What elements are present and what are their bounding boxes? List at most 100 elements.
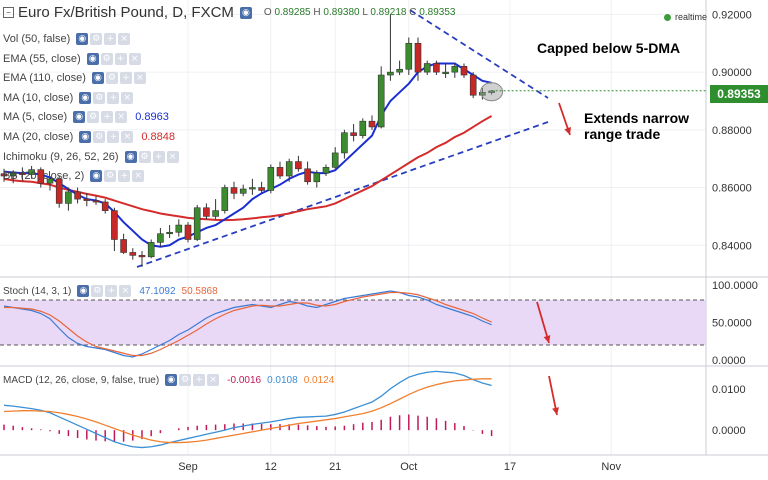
indicator-row[interactable]: MA (5, close) ◉ ⚙ + × 0.8963 [0, 109, 169, 125]
close-icon[interactable]: × [115, 111, 128, 124]
indicator-label[interactable]: EMA (55, close) [3, 52, 81, 65]
indicator-row[interactable]: Ichimoku (9, 26, 52, 26) ◉ ⚙ + × [0, 149, 181, 165]
settings-icon[interactable]: ⚙ [179, 374, 192, 386]
candle [111, 207, 118, 252]
eye-icon[interactable]: ◉ [90, 170, 103, 183]
candle [295, 155, 302, 172]
close-icon[interactable]: × [121, 91, 134, 104]
eye-icon[interactable]: ◉ [73, 111, 86, 124]
settings-icon[interactable]: ⚙ [138, 150, 151, 163]
ohlc-readout: O 0.89285 H 0.89380 L 0.89218 C 0.89353 [263, 7, 456, 18]
plus-icon[interactable]: + [104, 33, 117, 45]
close-icon[interactable]: × [121, 131, 134, 143]
macd-value: 0.0108 [267, 374, 298, 386]
plus-icon[interactable]: + [114, 52, 127, 65]
close-icon[interactable]: × [132, 170, 145, 183]
x-tick-label: Oct [400, 461, 417, 473]
candle-body [313, 172, 321, 183]
indicator-buttons: ◉ ⚙ + × [91, 72, 148, 85]
close-icon[interactable]: × [166, 150, 179, 163]
candle [304, 161, 311, 185]
settings-icon[interactable]: ⚙ [93, 131, 106, 143]
indicator-row[interactable]: MA (10, close) ◉ ⚙ + × [0, 90, 135, 106]
candle [193, 204, 201, 241]
symbol-title[interactable]: Euro Fx/British Pound, D, FXCM [18, 4, 234, 21]
stoch-axis-label: 0.0000 [712, 355, 746, 367]
candle [460, 63, 468, 78]
plus-icon[interactable]: + [119, 72, 132, 85]
eye-icon[interactable]: ◉ [79, 91, 92, 104]
stoch-d-value: 50.5868 [181, 285, 218, 297]
plus-icon[interactable]: + [101, 111, 114, 124]
candle-body [28, 169, 35, 175]
candle-body [9, 172, 17, 177]
candle [331, 147, 339, 169]
candle-body [276, 167, 284, 177]
indicator-row[interactable]: MA (20, close) ◉ ⚙ + × 0.8848 [0, 129, 175, 145]
plus-icon[interactable]: + [107, 91, 120, 104]
candle [230, 181, 238, 200]
indicator-label[interactable]: EMA (110, close) [3, 72, 86, 85]
plus-icon[interactable]: + [107, 131, 120, 143]
candle-body [359, 120, 367, 136]
x-tick-label: Sep [178, 461, 198, 473]
settings-icon[interactable]: ⚙ [90, 33, 103, 45]
candle [341, 129, 348, 159]
close-icon[interactable]: × [207, 374, 220, 386]
indicator-row[interactable]: EMA (110, close) ◉ ⚙ + × [0, 70, 148, 86]
x-tick-label: Nov [601, 461, 621, 473]
settings-icon[interactable]: ⚙ [105, 72, 118, 85]
plus-icon[interactable]: + [105, 285, 118, 297]
candle-body [193, 207, 201, 240]
macd-label[interactable]: MACD (12, 26, close, 9, false, true) [3, 374, 160, 386]
eye-icon[interactable]: ◉ [239, 6, 252, 19]
indicator-label[interactable]: MA (20, close) [3, 131, 74, 143]
down-arrow-price-head [564, 127, 571, 135]
close-icon[interactable]: × [118, 33, 131, 45]
indicator-row[interactable]: Vol (50, false) ◉ ⚙ + × [0, 31, 132, 47]
chart-header: − Euro Fx/British Pound, D, FXCM ◉ O 0.8… [0, 4, 455, 21]
eye-icon[interactable]: ◉ [165, 374, 178, 386]
close-icon[interactable]: × [133, 72, 146, 85]
settings-icon[interactable]: ⚙ [104, 170, 117, 183]
y-tick-label: 0.90000 [712, 67, 752, 79]
settings-icon[interactable]: ⚙ [87, 111, 100, 124]
candle-body [267, 167, 275, 191]
candle-body [377, 74, 385, 128]
indicator-label[interactable]: MA (5, close) [3, 111, 68, 124]
indicator-row[interactable]: EMA (55, close) ◉ ⚙ + × [0, 51, 143, 67]
close-icon[interactable]: × [119, 285, 132, 297]
close-icon[interactable]: × [128, 52, 141, 65]
candle-body [19, 172, 26, 175]
settings-icon[interactable]: ⚙ [93, 91, 106, 104]
indicator-label[interactable]: Ichimoku (9, 26, 52, 26) [3, 150, 119, 163]
indicator-row[interactable]: BB (20, close, 2) ◉ ⚙ + × [0, 168, 146, 184]
candle [157, 227, 164, 247]
plus-icon[interactable]: + [152, 150, 165, 163]
eye-icon[interactable]: ◉ [86, 52, 99, 65]
candle [83, 193, 91, 207]
realtime-label: realtime [675, 12, 708, 22]
indicator-label[interactable]: BB (20, close, 2) [3, 170, 85, 183]
indicator-label[interactable]: Vol (50, false) [3, 33, 71, 45]
candle [368, 115, 376, 130]
settings-icon[interactable]: ⚙ [100, 52, 113, 65]
settings-icon[interactable]: ⚙ [91, 285, 104, 297]
candle-body [433, 63, 440, 73]
candle [313, 170, 321, 188]
eye-icon[interactable]: ◉ [79, 131, 92, 143]
eye-icon[interactable]: ◉ [91, 72, 104, 85]
eye-icon[interactable]: ◉ [77, 285, 90, 297]
collapse-icon[interactable]: − [3, 7, 14, 18]
y-tick-label: 0.92000 [712, 9, 752, 21]
candle [249, 178, 256, 195]
stoch-label[interactable]: Stoch (14, 3, 1) [3, 285, 72, 297]
candle [129, 248, 137, 260]
plus-icon[interactable]: + [118, 170, 131, 183]
eye-icon[interactable]: ◉ [124, 150, 137, 163]
plus-icon[interactable]: + [193, 374, 206, 386]
indicator-label[interactable]: MA (10, close) [3, 91, 74, 104]
eye-icon[interactable]: ◉ [76, 33, 89, 45]
indicator-buttons: ◉ ⚙ + × [73, 111, 129, 124]
